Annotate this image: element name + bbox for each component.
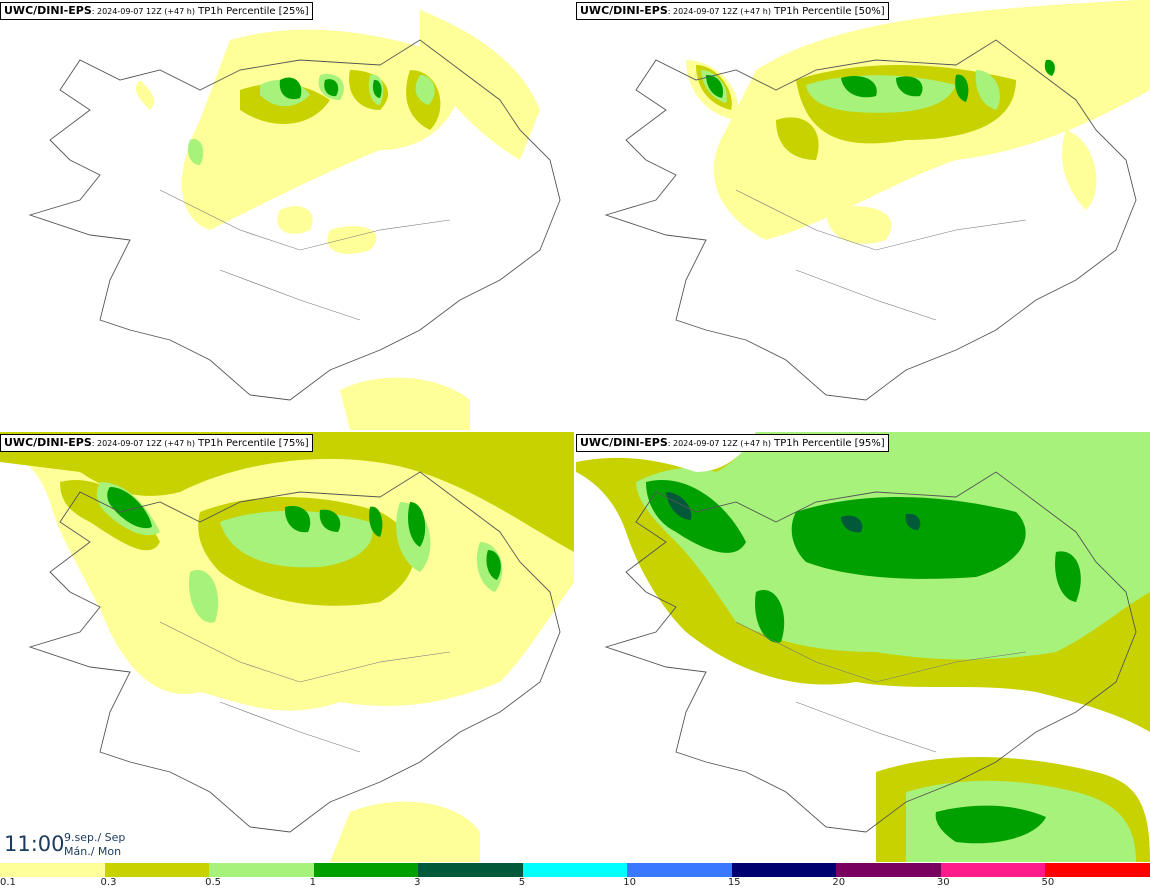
colorbar-swatch [836,863,941,877]
panel-title: UWC/DINI-EPS: 2024-09-07 12Z (+47 h) TP1… [0,434,313,452]
valid-date: 9.sep./ Sep [64,831,126,844]
colorbar-swatch [1045,863,1150,877]
panel-title: UWC/DINI-EPS: 2024-09-07 12Z (+47 h) TP1… [0,2,313,20]
colorbar-label: 1 [309,877,316,888]
colorbar-label: 10 [623,877,636,888]
map-75 [0,432,574,862]
panel-title: UWC/DINI-EPS: 2024-09-07 12Z (+47 h) TP1… [576,434,889,452]
map-panel-95: UWC/DINI-EPS: 2024-09-07 12Z (+47 h) TP1… [576,432,1150,862]
colorbar-label: 20 [832,877,846,888]
colorbar-swatch [104,863,210,877]
valid-time: 11:00 [4,832,65,856]
colorbar-swatch [522,863,628,877]
colorbar-label: 15 [727,877,741,888]
map-25 [28,10,561,430]
colorbar-labels: 0.1 0.3 0.5 1 3 5 10 15 20 30 50 [0,877,1150,891]
map-panel-75: UWC/DINI-EPS: 2024-09-07 12Z (+47 h) TP1… [0,432,574,862]
colorbar-label: 5 [518,877,526,888]
colorbar-label: 30 [936,877,950,888]
colorbar-label: 3 [414,877,421,888]
colorbar-swatch [418,863,523,877]
colorbar-swatch [940,863,1046,877]
valid-time-box: 11:00 9.sep./ Sep Mán./ Mon [0,826,128,860]
map-50 [604,0,1150,401]
map-95 [576,432,1150,862]
colorbar-swatch [209,863,314,877]
colorbar-label: 0.1 [0,877,16,888]
precip-colorbar [0,863,1150,877]
panel-title: UWC/DINI-EPS: 2024-09-07 12Z (+47 h) TP1… [576,2,889,20]
colorbar-swatch [0,863,105,877]
map-panel-50: UWC/DINI-EPS: 2024-09-07 12Z (+47 h) TP1… [576,0,1150,430]
colorbar-swatch [731,863,837,877]
valid-weekday: Mán./ Mon [64,845,122,858]
colorbar-label: 0.3 [100,877,117,888]
colorbar-swatch [313,863,419,877]
colorbar-label: 0.5 [205,877,221,888]
map-panel-25: UWC/DINI-EPS: 2024-09-07 12Z (+47 h) TP1… [0,0,574,430]
colorbar-swatch [627,863,732,877]
colorbar-label: 50 [1041,877,1055,888]
